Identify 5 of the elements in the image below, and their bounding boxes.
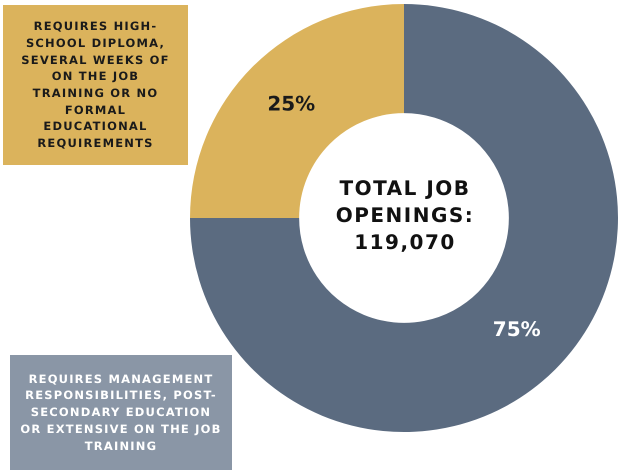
slice-label: REQUIRES HIGH-SCHOOL DIPLOMA, SEVERAL WEEKS OF ON THE JOB TRAINING OR NO FORMAL EDUCATIONAL REQUIREMENTS	[3, 5, 188, 165]
slice-label: REQUIRES MANAGEMENT RESPONSIBILITIES, POST-SECONDARY EDUCATION OR EXTENSIVE ON THE JOB TRAINING	[10, 355, 232, 470]
text: TOTAL JOB OPENINGS: 119,070	[334, 175, 476, 256]
data-label: 75%	[492, 316, 541, 341]
data-label: 25%	[267, 91, 316, 116]
